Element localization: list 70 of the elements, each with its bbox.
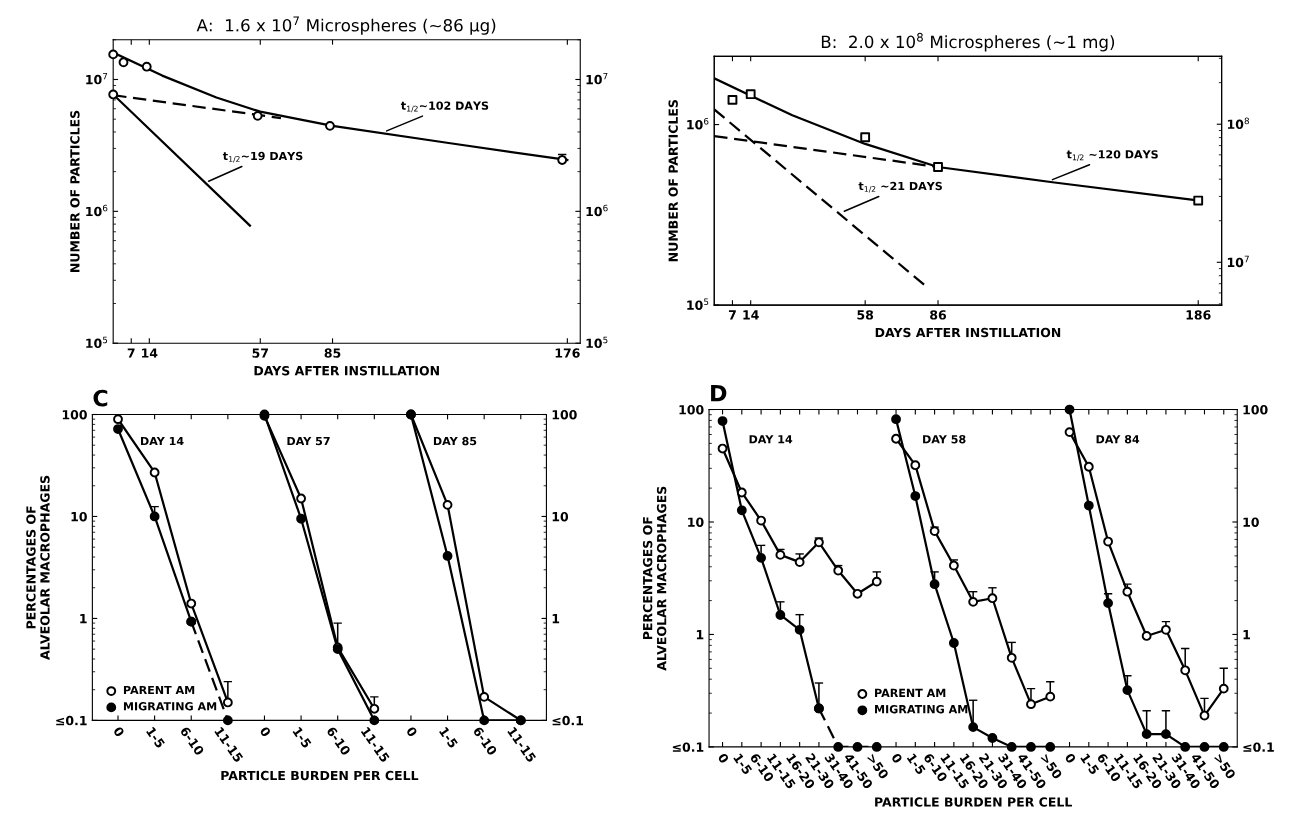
x-tick-label: 0 (112, 725, 125, 738)
annotation: t$_{1/2}$~102 DAYS (400, 101, 489, 113)
y-tick-label: 10$^{5}$ (86, 336, 108, 349)
x-tick-label: 0 (1064, 752, 1077, 764)
x-tick-label: 86 (930, 310, 947, 320)
legend-label: PARENT AM (123, 685, 195, 694)
y-tick-label: 1 (696, 630, 704, 640)
x-axis-title: PARTICLE BURDEN PER CELL (875, 797, 1072, 807)
y-tick-label: 1 (80, 614, 87, 624)
legend-label: MIGRATING AM (123, 702, 217, 711)
x-axis-title: PARTICLE BURDEN PER CELL (221, 770, 419, 781)
y-tick-label: 10$^{7}$ (86, 72, 108, 85)
chart-title: C (93, 389, 108, 407)
x-tick-label: 14 (743, 310, 759, 320)
text: 1 (552, 614, 560, 624)
annotation: DAY 57 (287, 436, 330, 446)
y-axis-title: PERCENTAGES OF ALVEOLAR MACROPHAGES (26, 475, 50, 660)
x-tick-label: 0 (405, 725, 418, 738)
annotation: t$_{1/2}$ ~21 DAYS (858, 181, 942, 193)
x-tick-label: 14 (142, 348, 158, 358)
y-tick-label: 10 (688, 517, 704, 527)
annotation: t$_{1/2}$ ~120 DAYS (1066, 150, 1158, 161)
y2-axis-title: NUMBER OF PARTICLES (668, 100, 678, 262)
y-tick-label: 100 (62, 409, 87, 420)
legend-label: MIGRATING AM (875, 704, 968, 714)
chart-title: A: 1.6 x 10$^{7}$ Microspheres (~86 µg) (196, 16, 496, 35)
x-axis-title: DAYS AFTER INSTILLATION (875, 327, 1061, 338)
annotation: DAY 58 (923, 435, 966, 444)
chart-title: D (711, 384, 727, 402)
x-tick-label: 1-5 (145, 726, 166, 749)
x-tick-label: 186 (1186, 310, 1211, 320)
x-tick-label: 1-5 (438, 726, 459, 749)
annotation: DAY 84 (1096, 435, 1140, 444)
text: 10 (552, 511, 569, 522)
text: 100 (552, 409, 577, 420)
text: ≤0.1 (552, 715, 584, 726)
text: 10$^{7}$ (586, 72, 608, 85)
annotation: DAY 85 (433, 436, 477, 446)
x-tick-label: 57 (252, 348, 268, 358)
annotation: DAY 14 (749, 435, 793, 444)
text: 10$^{5}$ (586, 336, 608, 349)
y-tick-label: 10$^{6}$ (86, 204, 108, 217)
annotation: t$_{1/2}$~19 DAYS (222, 151, 303, 163)
y-tick-label: 100 (679, 405, 704, 415)
x-tick-label: 7 (728, 310, 736, 320)
annotation: DAY 14 (140, 436, 184, 446)
x-tick-label: 58 (857, 310, 874, 320)
text: 10 (1243, 517, 1259, 527)
x-tick-label: 1-5 (733, 753, 753, 776)
x-axis-title: DAYS AFTER INSTILLATION (254, 365, 439, 376)
x-tick-label: 176 (555, 348, 580, 358)
x-tick-label: 1-5 (1080, 753, 1100, 776)
y-tick-label: ≤0.1 (672, 742, 704, 752)
y-tick-label: 10$^{8}$ (1227, 117, 1249, 130)
legend-label: PARENT AM (875, 688, 946, 697)
x-tick-label: 7 (127, 348, 135, 358)
text: 100 (1243, 405, 1268, 415)
x-tick-label: 85 (324, 348, 341, 358)
text: 10$^{6}$ (586, 204, 608, 217)
y-axis-title: PERCENTAGES OF ALVEOLAR MACROPHAGES (642, 486, 667, 671)
x-tick-label: 0 (890, 752, 903, 764)
x-tick-label: 0 (717, 752, 730, 764)
x-tick-label: 0 (259, 725, 272, 738)
y-tick-label: ≤0.1 (56, 715, 87, 726)
y-tick-label: 10 (71, 511, 87, 522)
text: ≤0.1 (1243, 742, 1274, 752)
y-axis-title: NUMBER OF PARTICLES (70, 110, 80, 272)
x-tick-label: 1-5 (292, 726, 312, 749)
chart-title: B: 2.0 x 10$^{8}$ Microspheres (~1 mg) (821, 32, 1115, 52)
x-tick-label: 1-5 (906, 753, 926, 776)
